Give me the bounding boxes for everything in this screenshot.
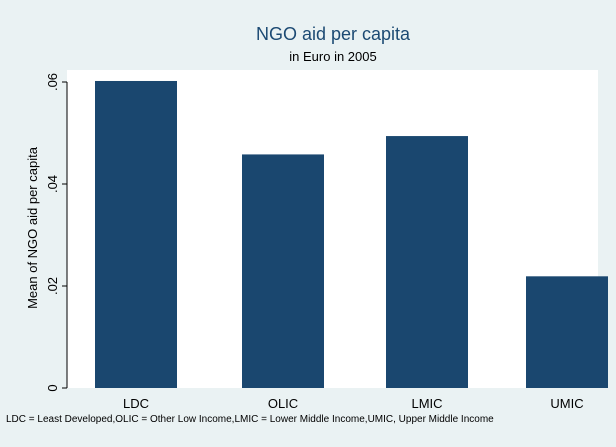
y-ticks: 0 .02 .04 .06 (45, 73, 67, 392)
bar-olic (242, 154, 324, 388)
x-tick-label-olic: OLIC (268, 396, 298, 411)
bar-lmic (386, 136, 468, 388)
chart-subtitle: in Euro in 2005 (289, 49, 376, 64)
x-tick-label-umic: UMIC (550, 396, 583, 411)
bars (95, 80, 608, 388)
y-tick-label: 0 (45, 384, 60, 391)
y-tick-label: .02 (45, 277, 60, 295)
bar-umic (526, 276, 608, 388)
footnote: LDC = Least Developed,OLIC = Other Low I… (6, 414, 494, 425)
chart-title: NGO aid per capita (256, 24, 411, 44)
x-tick-label-ldc: LDC (123, 396, 149, 411)
y-tick-label: .06 (45, 73, 60, 91)
y-tick-label: .04 (45, 175, 60, 193)
bar-ldc (95, 80, 177, 388)
y-axis-label: Mean of NGO aid per capita (25, 146, 40, 309)
x-tick-label-lmic: LMIC (411, 396, 442, 411)
x-tick-labels: LDC OLIC LMIC UMIC (123, 396, 584, 411)
